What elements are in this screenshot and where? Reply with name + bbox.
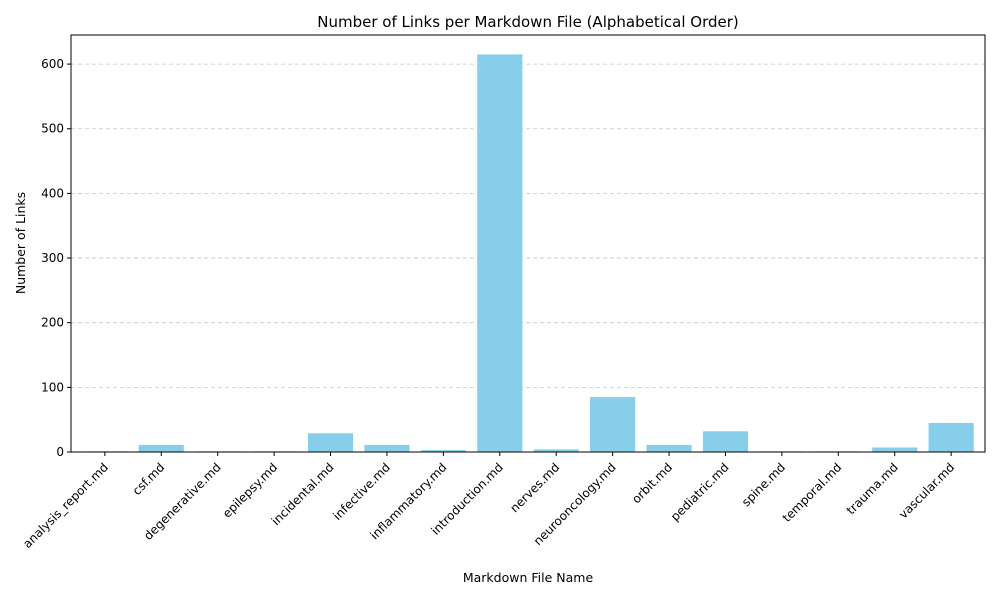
x-axis-ticks: analysis_report.md csf.mddegenerative.mde… <box>20 452 957 551</box>
y-tick-label: 0 <box>56 445 64 459</box>
bar <box>646 444 692 452</box>
grid-layer <box>71 63 985 388</box>
x-tick-label: vascular.md <box>896 460 957 521</box>
x-tick-label: trauma.md <box>844 460 901 517</box>
bar <box>477 54 523 452</box>
y-tick-label: 500 <box>41 122 64 136</box>
x-tick-label: infective.md <box>330 460 393 523</box>
x-tick-label: analysis_report.md <box>20 460 111 551</box>
y-tick-label: 300 <box>41 251 64 265</box>
bar <box>533 449 579 452</box>
bar <box>420 450 466 452</box>
y-tick-label: 100 <box>41 380 64 394</box>
bar <box>872 447 918 452</box>
y-tick-label: 600 <box>41 57 64 71</box>
chart-title: Number of Links per Markdown File (Alpha… <box>317 13 739 31</box>
bar <box>928 422 974 452</box>
bar <box>138 444 184 452</box>
bar <box>590 397 636 452</box>
x-axis-label: Markdown File Name <box>463 570 594 585</box>
x-tick-label: epilepsy.md <box>220 460 280 520</box>
y-tick-label: 200 <box>41 316 64 330</box>
bars-layer <box>82 54 974 452</box>
x-tick-label: orbit.md <box>629 460 675 506</box>
x-tick-label: pediatric.md <box>668 460 732 524</box>
x-tick-label: temporal.md <box>780 460 845 525</box>
bar <box>364 444 410 452</box>
x-tick-label: nerves.md <box>507 460 562 515</box>
bar <box>702 431 749 452</box>
x-tick-label: spine.md <box>739 460 788 509</box>
bar <box>307 433 354 452</box>
y-axis-label: Number of Links <box>13 192 28 294</box>
plot-frame <box>70 34 986 453</box>
x-tick-label: csf.md <box>130 460 168 498</box>
y-axis-ticks: 0 100 200 300 400 500 600 <box>41 57 71 459</box>
y-tick-label: 400 <box>41 186 64 200</box>
